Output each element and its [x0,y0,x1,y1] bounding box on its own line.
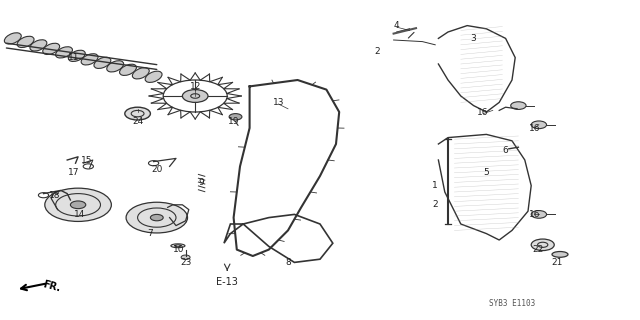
Circle shape [126,202,188,233]
Text: 21: 21 [551,258,563,267]
Text: 11: 11 [68,53,79,62]
Ellipse shape [30,40,47,51]
Ellipse shape [120,64,136,76]
Text: 16: 16 [529,124,540,132]
Circle shape [150,214,163,221]
Text: 13: 13 [273,98,284,107]
Ellipse shape [132,68,149,79]
Circle shape [531,239,554,251]
Text: 20: 20 [151,165,163,174]
Text: 2: 2 [375,47,380,56]
Circle shape [229,114,242,120]
Ellipse shape [56,47,72,58]
Circle shape [511,102,526,109]
Ellipse shape [107,61,124,72]
Text: FR.: FR. [42,279,61,293]
Text: 5: 5 [484,168,489,177]
Text: 12: 12 [189,82,201,91]
Ellipse shape [68,50,85,61]
Text: 6: 6 [503,146,508,155]
Text: 3: 3 [471,34,476,43]
Text: 19: 19 [228,117,239,126]
Circle shape [70,201,86,209]
Ellipse shape [94,57,111,68]
Text: 4: 4 [394,21,399,30]
Circle shape [181,255,190,260]
Text: 18: 18 [49,191,60,200]
Text: 7: 7 [148,229,153,238]
Text: 16: 16 [477,108,489,116]
Text: 15: 15 [81,156,92,164]
Text: 14: 14 [74,210,86,219]
Circle shape [125,107,150,120]
Text: 22: 22 [532,245,543,254]
Text: E-13: E-13 [216,276,238,287]
Text: 10: 10 [173,245,185,254]
Ellipse shape [145,71,162,83]
Ellipse shape [4,33,21,44]
Text: 9: 9 [199,178,204,187]
Text: 1: 1 [433,181,438,190]
Text: 17: 17 [68,168,79,177]
Text: 8: 8 [285,258,291,267]
Circle shape [182,90,208,102]
Circle shape [531,211,547,218]
Text: SYB3 E1103: SYB3 E1103 [489,300,535,308]
Circle shape [531,121,547,129]
Text: 24: 24 [132,117,143,126]
Text: 2: 2 [433,200,438,209]
Ellipse shape [17,36,34,47]
Ellipse shape [81,54,98,65]
Circle shape [45,188,111,221]
Ellipse shape [171,244,185,248]
Text: 16: 16 [529,210,540,219]
Ellipse shape [552,252,568,257]
Ellipse shape [43,43,60,54]
Text: 23: 23 [180,258,191,267]
